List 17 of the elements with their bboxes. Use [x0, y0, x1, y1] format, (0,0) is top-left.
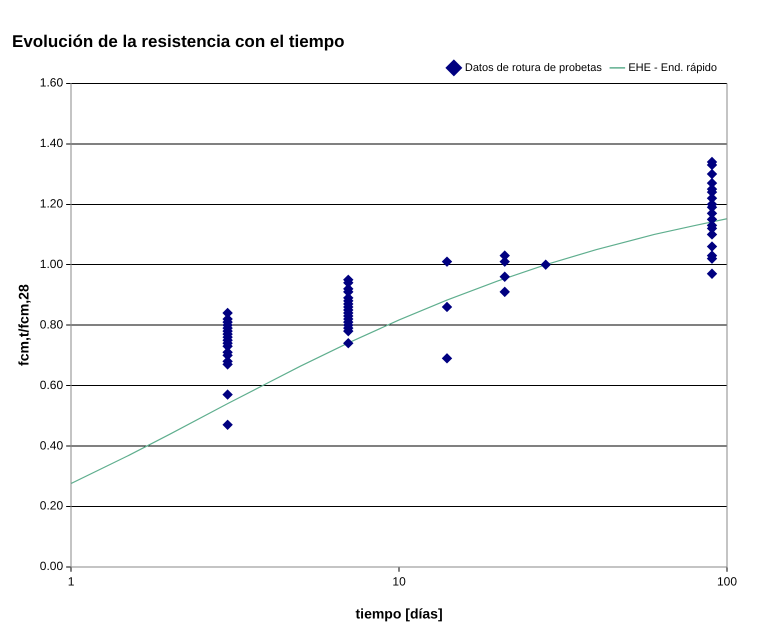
y-tick-label: 0.20 — [40, 498, 64, 513]
legend-label: EHE - End. rápido — [628, 62, 717, 74]
x-axis-title: tiempo [días] — [356, 605, 443, 622]
x-tick-label: 1 — [68, 574, 75, 588]
y-tick-label: 1.00 — [40, 256, 64, 271]
y-tick-label: 0.40 — [40, 438, 64, 452]
y-axis-title: fcm,t/fcm,28 — [15, 284, 32, 366]
y-tick-label: 1.40 — [40, 136, 64, 150]
x-tick-label: 10 — [392, 574, 406, 588]
y-tick-label: 0.80 — [40, 317, 64, 332]
y-tick-label: 1.20 — [40, 196, 64, 211]
chart-title: Evolución de la resistencia con el tiempo — [12, 32, 345, 51]
y-tick-label: 0.00 — [40, 559, 64, 574]
y-tick-label: 0.60 — [40, 378, 64, 392]
y-tick-label: 1.60 — [40, 76, 64, 90]
legend-label: Datos de rotura de probetas — [464, 62, 602, 74]
x-tick-label: 100 — [716, 574, 738, 588]
